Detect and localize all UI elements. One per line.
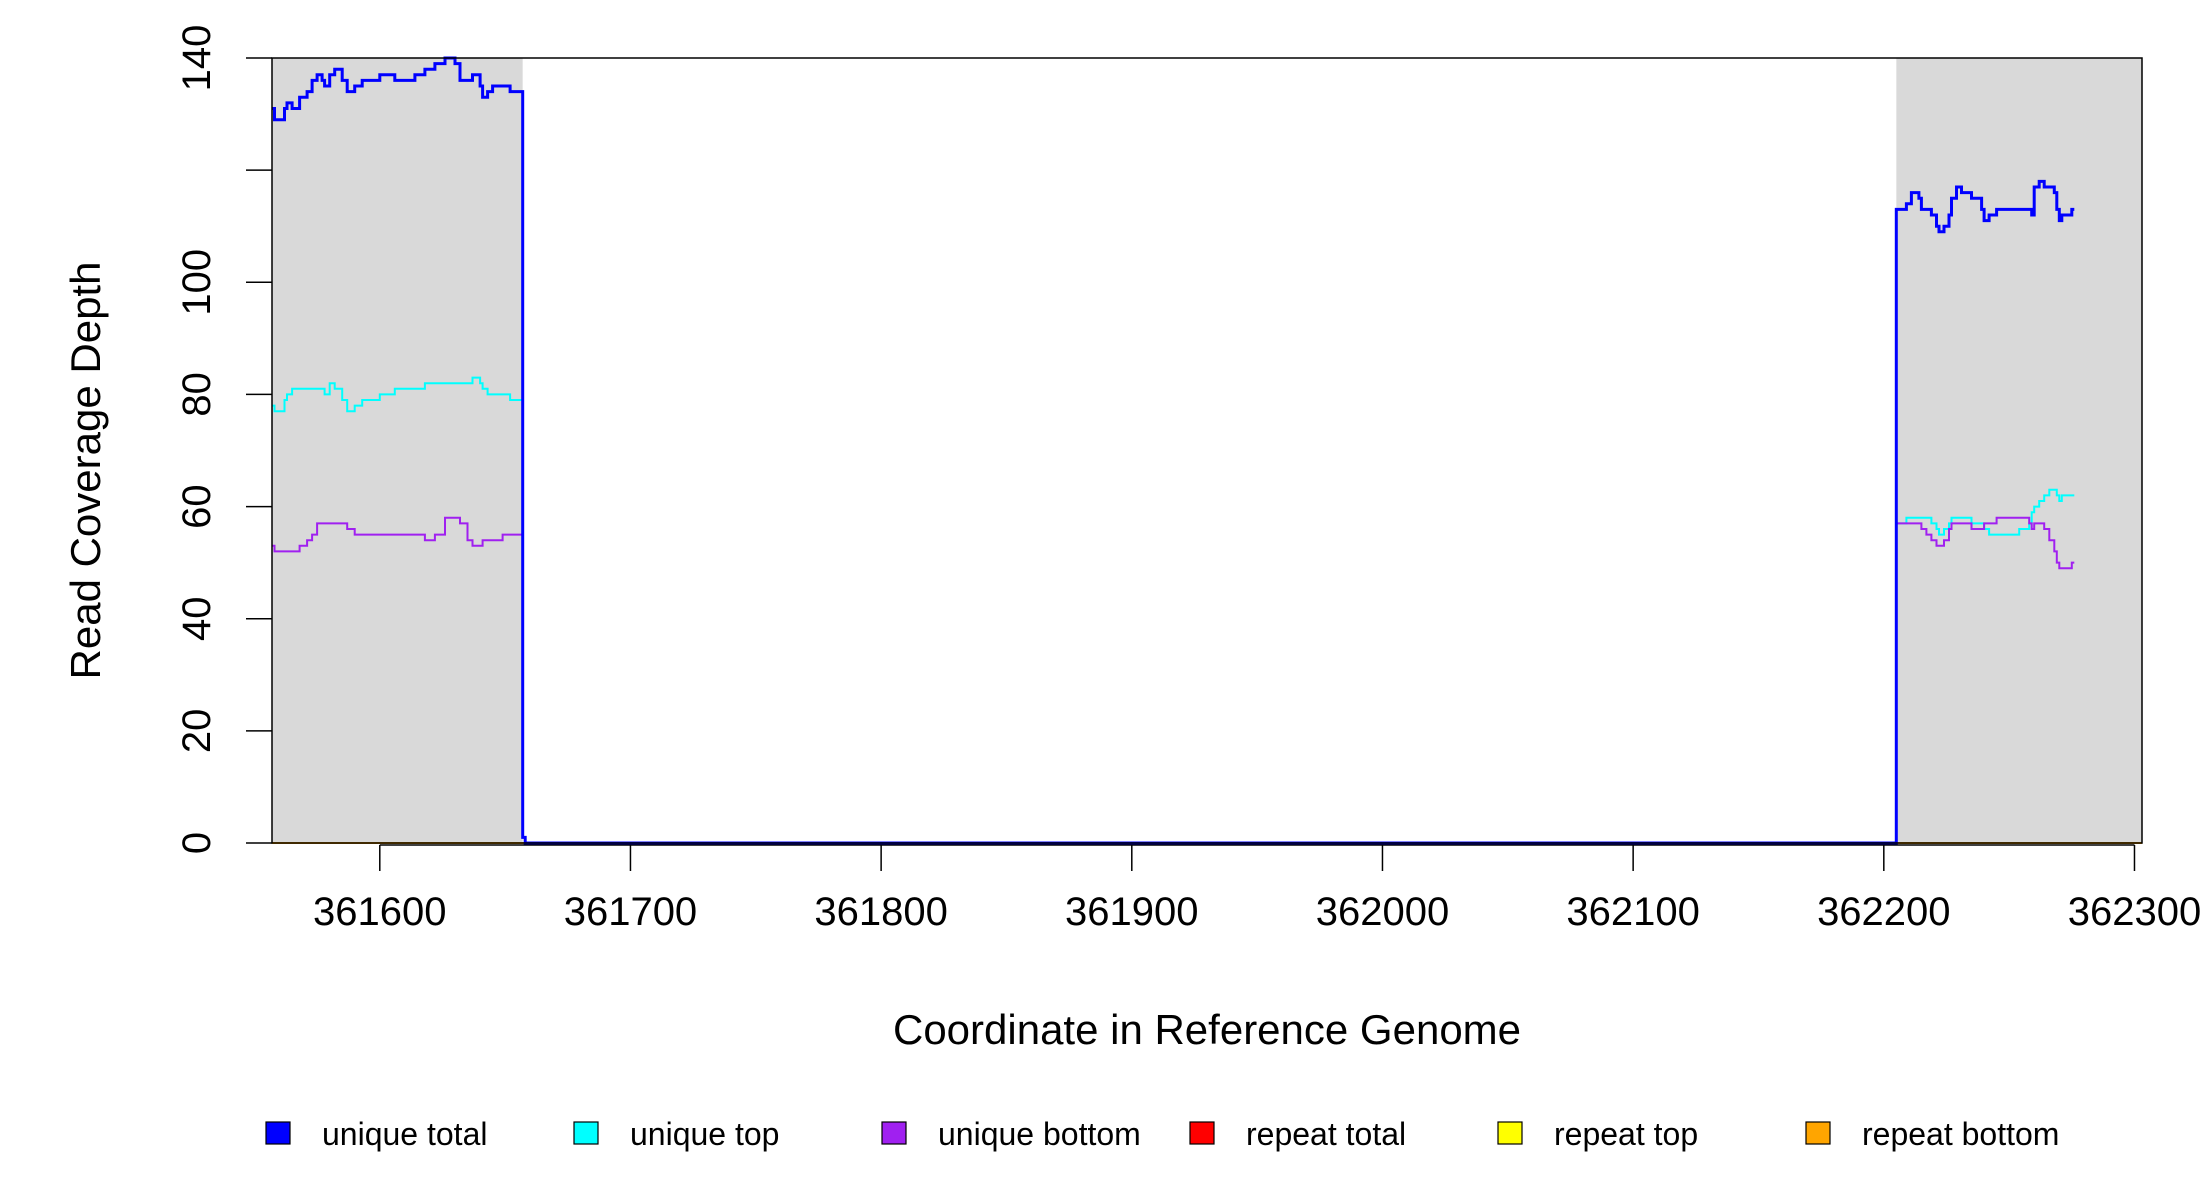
x-tick-label: 361900 <box>1065 890 1198 934</box>
y-tick-label: 40 <box>175 596 219 641</box>
legend-swatch-repeat-top <box>1497 1121 1523 1145</box>
y-tick-label: 20 <box>175 709 219 754</box>
legend-swatch-repeat-total <box>1189 1121 1215 1145</box>
x-tick-label: 362200 <box>1817 890 1950 934</box>
legend-label-unique-bottom: unique bottom <box>938 1116 1141 1152</box>
x-tick-label: 362100 <box>1566 890 1699 934</box>
x-axis: 361600 361700 361800 361900 362000 362100 3622… <box>313 844 2200 934</box>
y-tick-label: 100 <box>175 249 219 316</box>
x-tick-label: 361700 <box>564 890 697 934</box>
y-tick-label: 80 <box>175 372 219 417</box>
legend: unique total unique top unique bottom repea… <box>265 1116 2059 1152</box>
series-unique-bottom <box>272 516 2075 844</box>
y-tick-label: 60 <box>175 484 219 528</box>
shaded-region-2 <box>1896 58 2142 843</box>
legend-swatch-unique-bottom <box>881 1121 907 1145</box>
y-tick-label: 0 <box>175 832 219 854</box>
x-tick-label: 361800 <box>814 890 947 934</box>
legend-swatch-repeat-bottom <box>1805 1121 1831 1145</box>
y-axis: 0 20 40 60 80 100 140 <box>175 25 272 854</box>
x-axis-label: Coordinate in Reference Genome <box>893 1006 1521 1053</box>
legend-swatch-unique-top <box>573 1121 599 1145</box>
series-lines <box>272 56 2142 845</box>
legend-label-repeat-total: repeat total <box>1246 1116 1406 1152</box>
y-axis-label: Read Coverage Depth <box>62 262 109 680</box>
x-tick-label: 361600 <box>313 890 446 934</box>
series-unique-total <box>272 56 2075 845</box>
shaded-region-1 <box>272 58 523 843</box>
series-unique-top <box>272 376 2075 844</box>
legend-label-repeat-top: repeat top <box>1554 1116 1698 1152</box>
plot-frame <box>271 57 2143 844</box>
legend-label-repeat-bottom: repeat bottom <box>1862 1116 2059 1152</box>
shaded-regions <box>272 58 2142 843</box>
legend-swatch-unique-total <box>265 1121 291 1145</box>
legend-label-unique-total: unique total <box>322 1116 487 1152</box>
legend-label-unique-top: unique top <box>630 1116 779 1152</box>
y-tick-label: 140 <box>175 25 219 92</box>
x-tick-label: 362300 <box>2068 890 2200 934</box>
x-tick-label: 362000 <box>1316 890 1449 934</box>
